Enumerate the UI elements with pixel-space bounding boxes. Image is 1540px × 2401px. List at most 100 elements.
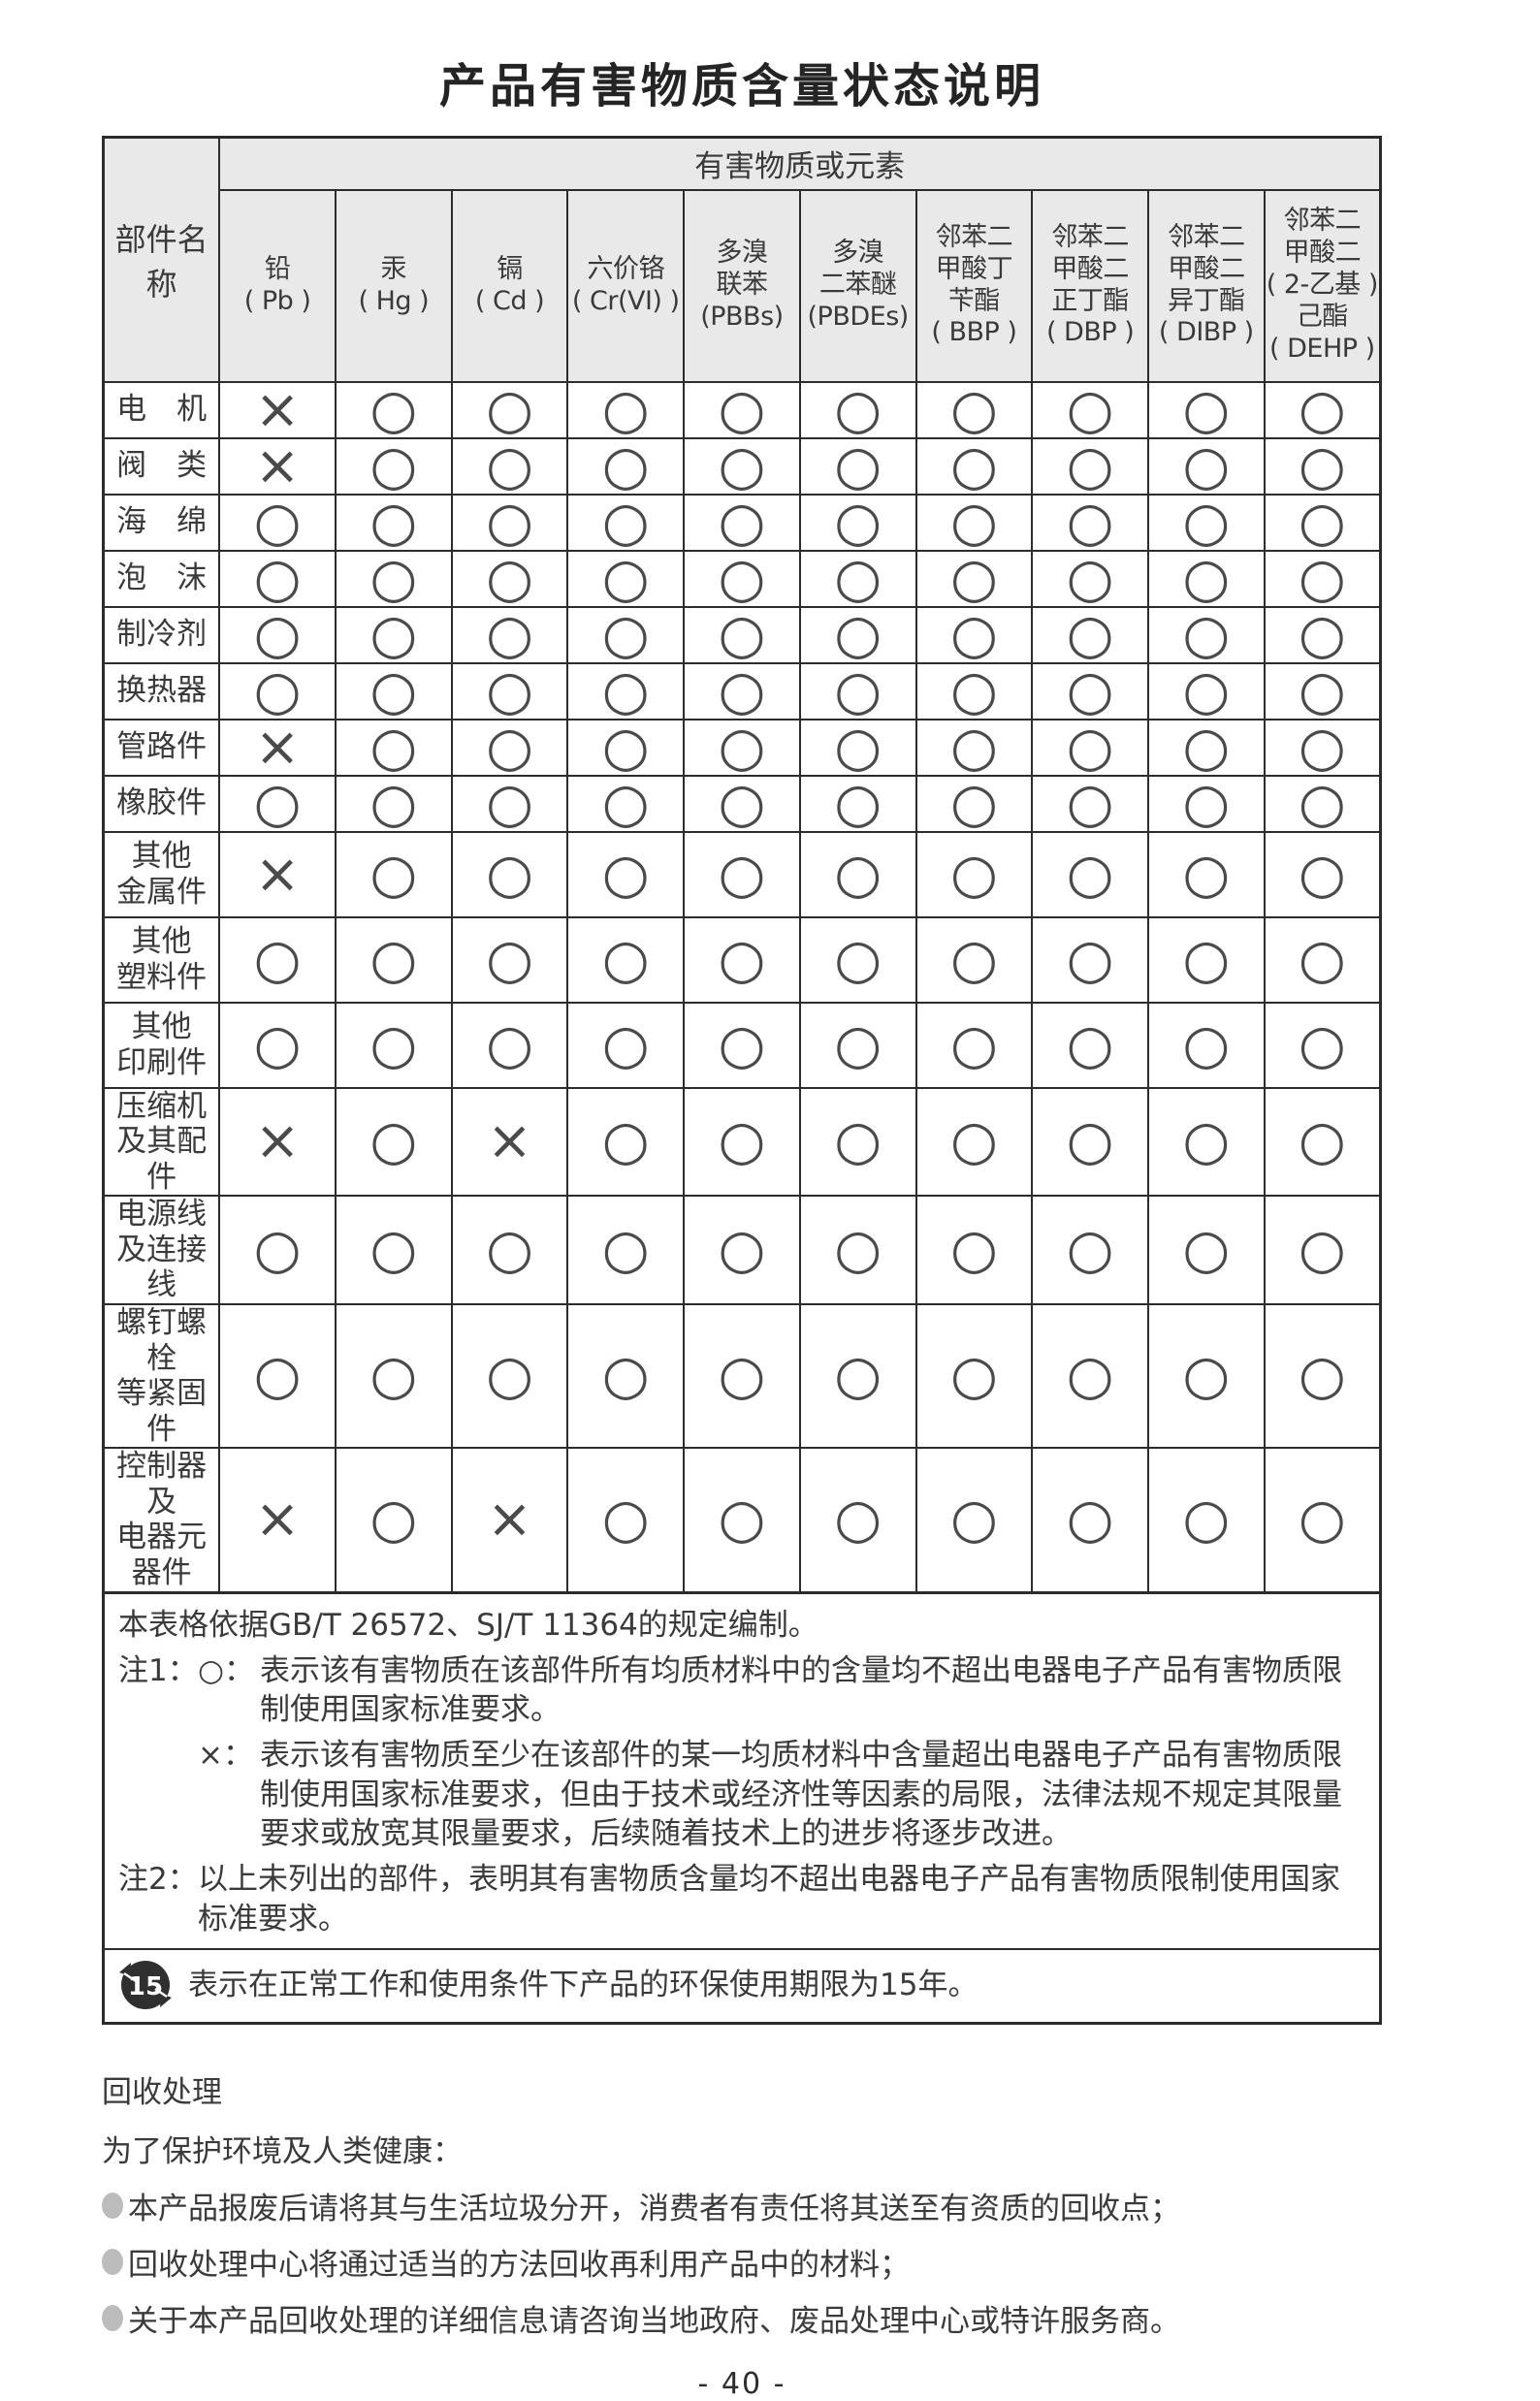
bullet-icon <box>102 2304 123 2331</box>
status-circle-symbol: ○ <box>450 915 569 1004</box>
status-circle-symbol: ○ <box>1031 915 1149 1004</box>
status-circle-symbol: ○ <box>334 1086 453 1198</box>
status-circle-symbol: ○ <box>1146 549 1266 608</box>
note1-label: 注1： <box>118 1652 198 1688</box>
status-circle-symbol: ○ <box>1263 830 1382 918</box>
status-circle-symbol: ○ <box>1031 436 1149 496</box>
status-circle-symbol: ○ <box>218 493 337 552</box>
status-circle-symbol: ○ <box>798 1001 917 1089</box>
status-cross-symbol: × <box>218 1447 337 1594</box>
component-name-header: 部件名称 <box>102 136 221 383</box>
status-circle-symbol: ○ <box>1146 1302 1266 1450</box>
status-circle-symbol: ○ <box>1263 1447 1382 1594</box>
status-circle-symbol: ○ <box>914 1086 1034 1198</box>
status-circle-symbol: ○ <box>334 1195 453 1305</box>
epup-row: 15 表示在正常工作和使用条件下产品的环保使用期限为15年。 <box>105 1947 1379 2022</box>
status-circle-symbol: ○ <box>566 661 686 720</box>
notes-box: 本表格依据GB/T 26572、SJ/T 11364的规定编制。 注1： ○： … <box>102 1593 1382 2025</box>
status-circle-symbol: ○ <box>1263 436 1382 496</box>
status-circle-symbol: ○ <box>683 774 801 833</box>
status-circle-symbol: ○ <box>566 493 686 552</box>
table-body: 电 机 × ○ ○ ○ ○ ○ ○ ○ ○ ○ 阀 类 × ○ ○ ○ ○ ○ ○ ○ ○ ○ 海 绵 ○ ○ ○ ○ ○ ○ ○ ○ ○ ○ 泡… <box>102 380 1382 1594</box>
status-circle-symbol: ○ <box>798 1302 917 1450</box>
page-title: 产品有害物质含量状态说明 <box>438 59 1044 113</box>
table-row: 其他 金属件 × ○ ○ ○ ○ ○ ○ ○ ○ ○ <box>102 830 1382 918</box>
component-name: 橡胶件 <box>102 774 221 833</box>
status-circle-symbol: ○ <box>1146 493 1266 552</box>
status-circle-symbol: ○ <box>450 1195 569 1305</box>
status-circle-symbol: ○ <box>914 1195 1034 1305</box>
recycle-section: 回收处理 为了保护环境及人类健康： 本产品报废后请将其与生活垃圾分开，消费者有责… <box>102 2067 1382 2340</box>
status-circle-symbol: ○ <box>1263 380 1382 439</box>
status-circle-symbol: ○ <box>798 605 917 664</box>
status-circle-symbol: ○ <box>1263 1001 1382 1089</box>
status-circle-symbol: ○ <box>683 915 801 1004</box>
table-row: 泡 沫 ○ ○ ○ ○ ○ ○ ○ ○ ○ ○ <box>102 549 1382 608</box>
component-name: 其他 金属件 <box>102 830 221 918</box>
status-circle-symbol: ○ <box>914 605 1034 664</box>
status-circle-symbol: ○ <box>914 774 1034 833</box>
hazardous-substances-header: 有害物质或元素 <box>218 136 1382 191</box>
status-circle-symbol: ○ <box>450 493 569 552</box>
status-circle-symbol: ○ <box>450 549 569 608</box>
header-row-columns: 铅 ( Pb ) 汞 ( Hg ) 镉 ( Cd ) 六价铬 ( Cr(VI) ) 多溴… <box>104 188 1382 383</box>
status-circle-symbol: ○ <box>566 380 686 439</box>
table-row: 压缩机 及其配件 × ○ × ○ ○ ○ ○ ○ ○ ○ <box>102 1086 1382 1198</box>
status-circle-symbol: ○ <box>914 1001 1034 1089</box>
epup-text: 表示在正常工作和使用条件下产品的环保使用期限为15年。 <box>188 1967 979 2002</box>
status-circle-symbol: ○ <box>1146 605 1266 664</box>
recycle-intro: 为了保护环境及人类健康： <box>102 2133 463 2169</box>
status-circle-symbol: ○ <box>1263 1195 1382 1305</box>
status-circle-symbol: ○ <box>450 661 569 720</box>
note1-circle-row: 注1： ○： 表示该有害物质在该部件所有均质材料中的含量均不超出电器电子产品有害… <box>118 1651 1365 1730</box>
status-circle-symbol: ○ <box>914 549 1034 608</box>
component-name: 电源线 及连接线 <box>102 1195 221 1305</box>
status-circle-symbol: ○ <box>1146 1447 1266 1594</box>
note2-row: 注2： 以上未列出的部件，表明其有害物质含量均不超出电器电子产品有害物质限制使用… <box>118 1860 1365 1938</box>
table-row: 换热器 ○ ○ ○ ○ ○ ○ ○ ○ ○ ○ <box>102 661 1382 720</box>
component-name: 换热器 <box>102 661 221 720</box>
status-circle-symbol: ○ <box>683 1086 801 1198</box>
status-circle-symbol: ○ <box>914 1302 1034 1450</box>
status-circle-symbol: ○ <box>1263 774 1382 833</box>
status-circle-symbol: ○ <box>566 1001 686 1089</box>
table-row: 海 绵 ○ ○ ○ ○ ○ ○ ○ ○ ○ ○ <box>102 493 1382 552</box>
status-circle-symbol: ○ <box>1146 661 1266 720</box>
status-circle-symbol: ○ <box>1263 605 1382 664</box>
status-circle-symbol: ○ <box>798 436 917 496</box>
status-circle-symbol: ○ <box>914 436 1034 496</box>
status-circle-symbol: ○ <box>450 718 569 777</box>
status-circle-symbol: ○ <box>1031 1195 1149 1305</box>
status-circle-symbol: ○ <box>334 718 453 777</box>
status-circle-symbol: ○ <box>683 830 801 918</box>
table-row: 其他 印刷件 ○ ○ ○ ○ ○ ○ ○ ○ ○ ○ <box>102 1001 1382 1089</box>
status-circle-symbol: ○ <box>914 830 1034 918</box>
recycle-bullet: 本产品报废后请将其与生活垃圾分开，消费者有责任将其送至有资质的回收点； <box>102 2184 1382 2227</box>
status-circle-symbol: ○ <box>334 830 453 918</box>
cross-symbol-label: ×： <box>198 1738 253 1774</box>
column-header-pbbs: 多溴 联苯 (PBBs) <box>683 188 801 383</box>
status-circle-symbol: ○ <box>1146 1001 1266 1089</box>
status-circle-symbol: ○ <box>1031 493 1149 552</box>
circle-symbol-label: ○： <box>198 1652 255 1688</box>
status-circle-symbol: ○ <box>566 549 686 608</box>
status-circle-symbol: ○ <box>1031 718 1149 777</box>
page-content: 产品有害物质含量状态说明 部件名称 有害物质或元素铅 ( Pb ) 汞 ( Hg )… <box>102 0 1382 2401</box>
status-circle-symbol: ○ <box>1146 830 1266 918</box>
component-name: 阀 类 <box>102 436 221 496</box>
component-name: 制冷剂 <box>102 605 221 664</box>
status-circle-symbol: ○ <box>1031 1447 1149 1594</box>
status-circle-symbol: ○ <box>334 1447 453 1594</box>
note2-text: 以上未列出的部件，表明其有害物质含量均不超出电器电子产品有害物质限制使用国家标准… <box>198 1862 1340 1937</box>
status-circle-symbol: ○ <box>1263 493 1382 552</box>
table-head: 部件名称 有害物质或元素铅 ( Pb ) 汞 ( Hg ) 镉 ( Cd ) 六价铬 (… <box>102 136 1382 383</box>
status-circle-symbol: ○ <box>566 915 686 1004</box>
status-circle-symbol: ○ <box>566 1302 686 1450</box>
page-number: - 40 - <box>697 2366 786 2401</box>
status-circle-symbol: ○ <box>218 1302 337 1450</box>
status-circle-symbol: ○ <box>1263 549 1382 608</box>
status-circle-symbol: ○ <box>683 1195 801 1305</box>
status-circle-symbol: ○ <box>566 830 686 918</box>
recycle-bullet: 关于本产品回收处理的详细信息请咨询当地政府、废品处理中心或特许服务商。 <box>102 2296 1382 2340</box>
status-cross-symbol: × <box>218 718 337 777</box>
